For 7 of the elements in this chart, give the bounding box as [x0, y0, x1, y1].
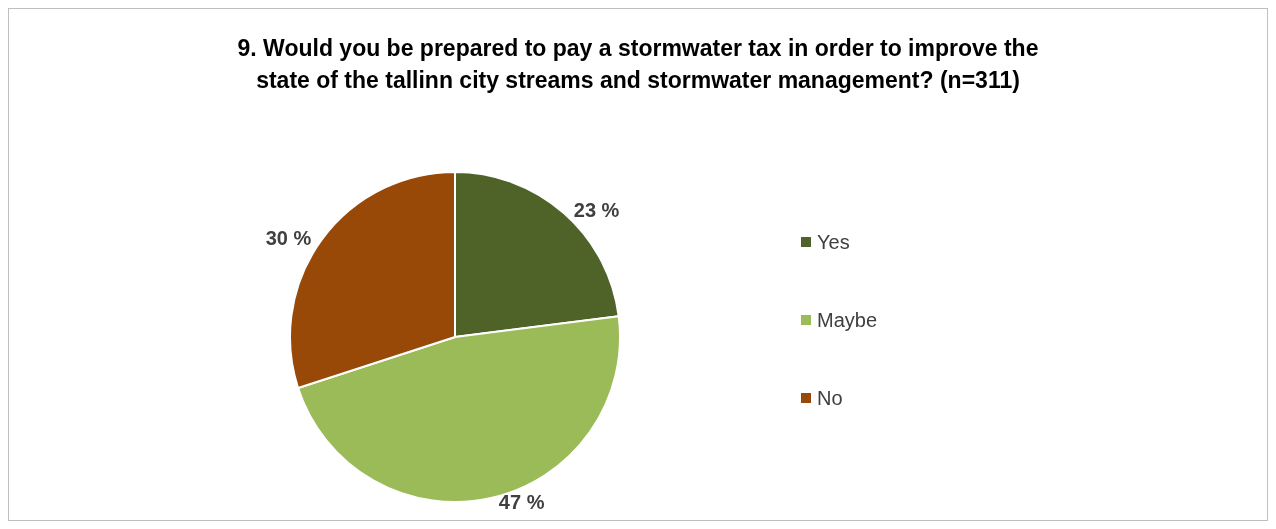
data-label: 30 %: [265, 226, 312, 249]
data-label: 23 %: [573, 199, 620, 222]
chart-title: 9. Would you be prepared to pay a stormwater tax in order to improve the state of the tallinn city streams and stormwater management? (n=311): [237, 35, 1039, 93]
data-label: 47 %: [498, 490, 545, 513]
legend-label: Yes: [817, 231, 850, 253]
legend-label: No: [817, 387, 843, 409]
legend-label: Maybe: [817, 309, 878, 331]
